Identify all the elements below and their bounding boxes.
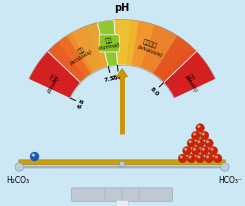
Wedge shape <box>97 20 118 67</box>
Text: 7.35: 7.35 <box>104 75 119 83</box>
Circle shape <box>196 139 204 147</box>
Wedge shape <box>97 20 118 67</box>
Text: 정상: 정상 <box>105 37 113 44</box>
Circle shape <box>213 154 222 163</box>
Circle shape <box>198 125 200 127</box>
Circle shape <box>192 146 200 155</box>
Circle shape <box>178 154 187 163</box>
Circle shape <box>211 148 213 150</box>
Text: 알칼리증: 알칼리증 <box>142 39 158 50</box>
Circle shape <box>187 154 196 163</box>
Circle shape <box>200 146 209 155</box>
Circle shape <box>185 148 187 150</box>
Circle shape <box>196 154 204 163</box>
Text: 사망: 사망 <box>186 73 195 82</box>
Text: 산증: 산증 <box>77 46 86 55</box>
Wedge shape <box>131 21 177 74</box>
Wedge shape <box>29 52 81 98</box>
Text: 6.8: 6.8 <box>77 98 86 109</box>
Circle shape <box>65 65 179 179</box>
Circle shape <box>15 163 24 171</box>
FancyBboxPatch shape <box>72 188 172 201</box>
Circle shape <box>189 156 191 158</box>
Polygon shape <box>117 69 127 77</box>
Wedge shape <box>48 36 91 83</box>
Circle shape <box>207 156 208 158</box>
Circle shape <box>192 131 200 140</box>
FancyBboxPatch shape <box>99 35 119 52</box>
Text: (death): (death) <box>47 75 61 94</box>
Circle shape <box>198 141 200 143</box>
Text: (death): (death) <box>183 75 197 94</box>
Text: H₂CO₃: H₂CO₃ <box>6 176 29 185</box>
Circle shape <box>200 131 209 140</box>
Circle shape <box>205 139 213 147</box>
Wedge shape <box>140 25 177 74</box>
Circle shape <box>196 124 204 132</box>
Wedge shape <box>127 20 155 68</box>
Wedge shape <box>48 42 86 83</box>
Circle shape <box>187 139 196 147</box>
Wedge shape <box>57 33 94 78</box>
Circle shape <box>183 146 191 155</box>
Circle shape <box>198 156 200 158</box>
Text: 사망: 사망 <box>49 73 58 82</box>
Circle shape <box>31 152 38 160</box>
Wedge shape <box>153 36 191 80</box>
Wedge shape <box>71 26 102 73</box>
Circle shape <box>194 133 196 135</box>
Circle shape <box>194 148 196 150</box>
Circle shape <box>119 161 125 167</box>
Circle shape <box>202 148 204 150</box>
Wedge shape <box>153 36 196 83</box>
Text: 8.0: 8.0 <box>149 86 160 97</box>
Bar <box>116 200 128 206</box>
Text: 7.45: 7.45 <box>111 75 126 81</box>
Circle shape <box>215 156 217 158</box>
Text: (acidosis): (acidosis) <box>69 49 94 66</box>
Wedge shape <box>163 52 215 98</box>
Circle shape <box>180 156 182 158</box>
Text: (alkalosis): (alkalosis) <box>137 44 163 58</box>
Wedge shape <box>114 20 130 65</box>
Circle shape <box>220 163 229 171</box>
Circle shape <box>207 141 208 143</box>
Circle shape <box>205 154 213 163</box>
Wedge shape <box>67 22 108 74</box>
Circle shape <box>202 133 204 135</box>
Bar <box>19 166 225 168</box>
Circle shape <box>33 154 34 156</box>
Wedge shape <box>86 22 108 69</box>
FancyBboxPatch shape <box>19 160 225 165</box>
Wedge shape <box>114 20 139 66</box>
Circle shape <box>189 141 191 143</box>
Text: HCO₃⁻: HCO₃⁻ <box>219 176 243 185</box>
Circle shape <box>209 146 218 155</box>
Text: pH: pH <box>114 3 130 13</box>
Text: (normal): (normal) <box>98 43 121 52</box>
